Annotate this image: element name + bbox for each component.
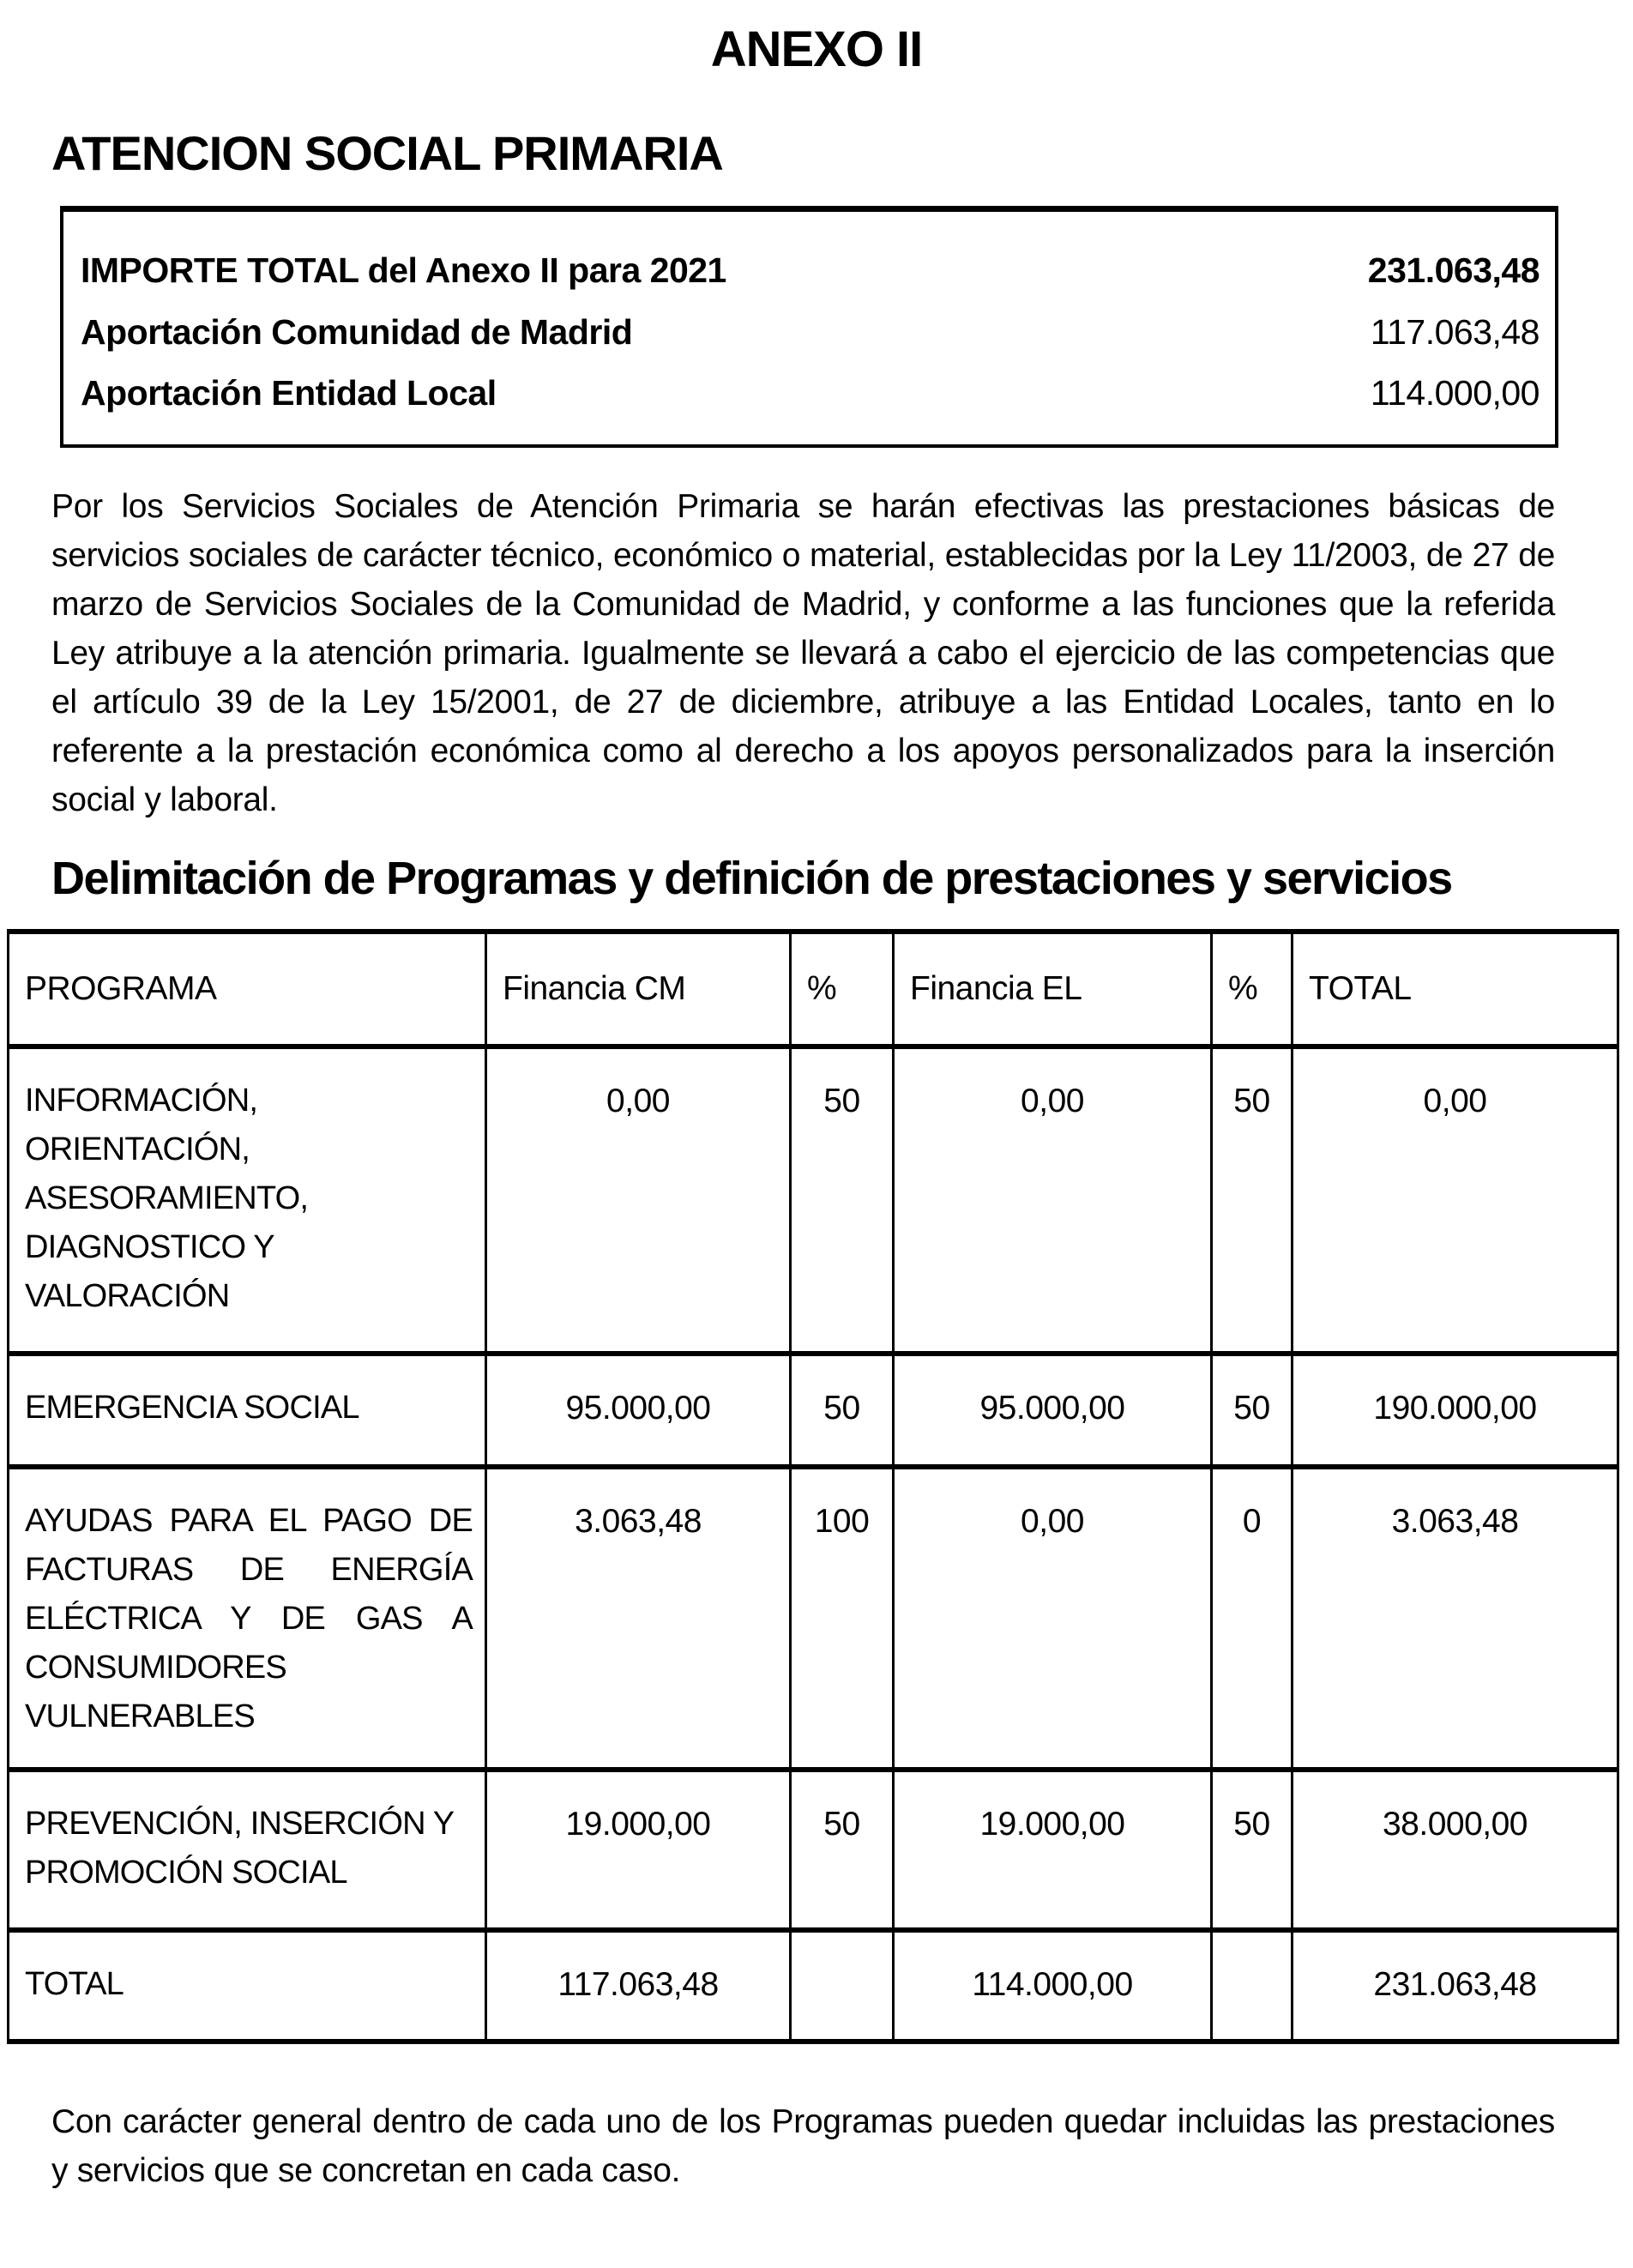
cell-total: 3.063,48 — [1291, 1464, 1619, 1772]
summary-row: IMPORTE TOTAL del Anexo II para 2021 231… — [81, 251, 1540, 289]
table-header-row: PROGRAMA Financia CM % Financia EL % TOT… — [7, 929, 1619, 1049]
cell-financia-el: 0,00 — [892, 1044, 1213, 1356]
col-header-financia-cm: Financia CM — [485, 929, 792, 1049]
programs-heading: Delimitación de Programas y definición d… — [51, 853, 1453, 904]
col-header-pct-el: % — [1210, 929, 1293, 1049]
closing-paragraph: Con carácter general dentro de cada uno … — [51, 2103, 1555, 2189]
summary-value-importe-total: 231.063,48 — [1367, 250, 1540, 290]
summary-label-aportacion-el: Aportación Entidad Local — [81, 373, 497, 413]
summary-label-importe-total: IMPORTE TOTAL del Anexo II para 2021 — [81, 250, 726, 290]
table-row-prevencion: PREVENCIÓN, INSERCIÓN Y PROMOCIÓN SOCIAL… — [7, 1767, 1619, 1933]
cell-financia-el: 0,00 — [892, 1464, 1213, 1772]
cell-pct-cm: 50 — [789, 1767, 895, 1933]
cell-pct-el: 50 — [1210, 1351, 1293, 1469]
page-title: ANEXO II — [710, 21, 924, 77]
cell-financia-cm: 117.063,48 — [485, 1927, 792, 2044]
intro-paragraph: Por los Servicios Sociales de Atención P… — [51, 488, 1555, 818]
summary-row: Aportación Comunidad de Madrid 117.063,4… — [81, 313, 1540, 351]
cell-financia-el: 114.000,00 — [892, 1927, 1213, 2044]
cell-programa: AYUDAS PARA EL PAGO DE FACTURAS DE ENERG… — [7, 1464, 487, 1772]
summary-row: Aportación Entidad Local 114.000,00 — [81, 374, 1540, 412]
cell-pct-cm: 50 — [789, 1351, 895, 1469]
summary-box: IMPORTE TOTAL del Anexo II para 2021 231… — [60, 206, 1558, 448]
section-heading: ATENCION SOCIAL PRIMARIA — [51, 126, 724, 180]
cell-financia-cm: 19.000,00 — [485, 1767, 792, 1933]
cell-total: 231.063,48 — [1291, 1927, 1619, 2044]
cell-pct-cm — [789, 1927, 895, 2044]
col-header-total: TOTAL — [1291, 929, 1619, 1049]
table-row-ayudas-energia: AYUDAS PARA EL PAGO DE FACTURAS DE ENERG… — [7, 1464, 1619, 1772]
table-row-informacion: INFORMACIÓN, ORIENTACIÓN, ASESORAMIENTO,… — [7, 1044, 1619, 1356]
summary-value-aportacion-cm: 117.063,48 — [1370, 311, 1540, 352]
summary-value-aportacion-el: 114.000,00 — [1370, 373, 1540, 413]
programs-table: PROGRAMA Financia CM % Financia EL % TOT… — [7, 929, 1619, 2044]
cell-total: 0,00 — [1291, 1044, 1619, 1356]
col-header-programa: PROGRAMA — [7, 929, 487, 1049]
col-header-financia-el: Financia EL — [892, 929, 1213, 1049]
table-row-emergencia: EMERGENCIA SOCIAL 95.000,00 50 95.000,00… — [7, 1351, 1619, 1469]
cell-pct-cm: 50 — [789, 1044, 895, 1356]
col-header-pct-cm: % — [789, 929, 895, 1049]
cell-pct-el: 50 — [1210, 1767, 1293, 1933]
cell-financia-el: 19.000,00 — [892, 1767, 1213, 1933]
cell-pct-cm: 100 — [789, 1464, 895, 1772]
cell-pct-el: 50 — [1210, 1044, 1293, 1356]
cell-total: 38.000,00 — [1291, 1767, 1619, 1933]
cell-programa: TOTAL — [7, 1927, 487, 2044]
cell-programa: EMERGENCIA SOCIAL — [7, 1351, 487, 1469]
cell-financia-el: 95.000,00 — [892, 1351, 1213, 1469]
cell-total: 190.000,00 — [1291, 1351, 1619, 1469]
cell-financia-cm: 0,00 — [485, 1044, 792, 1356]
summary-label-aportacion-cm: Aportación Comunidad de Madrid — [81, 311, 633, 352]
cell-programa: INFORMACIÓN, ORIENTACIÓN, ASESORAMIENTO,… — [7, 1044, 487, 1356]
cell-pct-el: 0 — [1210, 1464, 1293, 1772]
cell-financia-cm: 3.063,48 — [485, 1464, 792, 1772]
cell-financia-cm: 95.000,00 — [485, 1351, 792, 1469]
cell-pct-el — [1210, 1927, 1293, 2044]
cell-programa: PREVENCIÓN, INSERCIÓN Y PROMOCIÓN SOCIAL — [7, 1767, 487, 1933]
table-row-total: TOTAL 117.063,48 114.000,00 231.063,48 — [7, 1927, 1619, 2044]
